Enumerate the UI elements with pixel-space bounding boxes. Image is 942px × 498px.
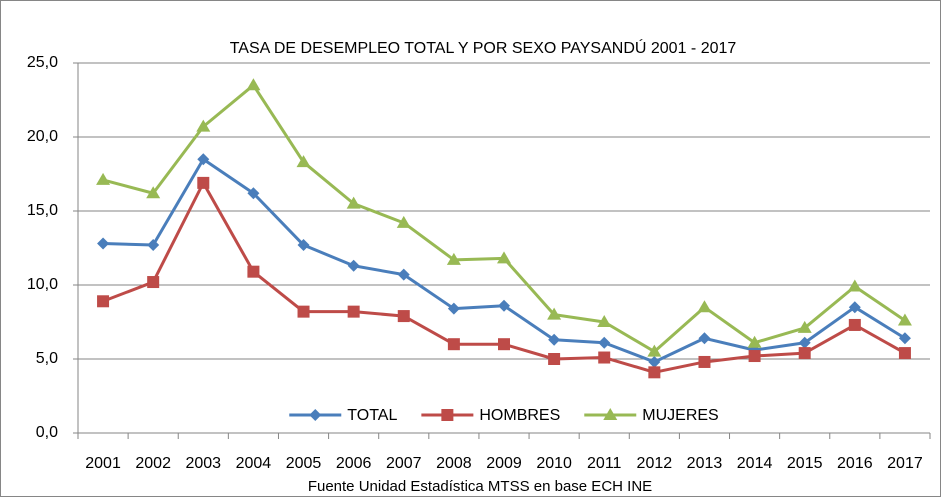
data-point bbox=[548, 353, 561, 365]
y-tick-label: 15,0 bbox=[27, 202, 58, 219]
x-tick-label: 2005 bbox=[286, 455, 322, 472]
data-point bbox=[648, 355, 661, 368]
data-point bbox=[397, 310, 410, 323]
x-tick-label: 2002 bbox=[135, 455, 171, 472]
data-point bbox=[698, 355, 711, 368]
y-tick-label: 0,0 bbox=[36, 424, 58, 441]
chart-title: TASA DE DESEMPLEO TOTAL Y POR SEXO PAYSA… bbox=[230, 38, 737, 57]
data-point bbox=[897, 313, 912, 326]
data-point bbox=[147, 276, 160, 289]
data-point bbox=[498, 338, 510, 351]
data-point bbox=[848, 318, 861, 331]
x-tick-label: 2012 bbox=[637, 455, 673, 472]
legend-marker bbox=[441, 409, 454, 421]
legend-marker bbox=[309, 409, 322, 421]
y-tick-label: 20,0 bbox=[27, 128, 58, 145]
data-point bbox=[197, 153, 210, 166]
data-point bbox=[247, 187, 260, 200]
data-point bbox=[447, 338, 460, 351]
data-point bbox=[147, 239, 160, 252]
data-point bbox=[847, 279, 862, 292]
legend: TOTAL HOMBRES MUJERES bbox=[289, 407, 719, 424]
legend-label: MUJERES bbox=[642, 407, 718, 424]
legend-label: TOTAL bbox=[347, 407, 397, 424]
data-point bbox=[146, 186, 161, 199]
data-point bbox=[97, 237, 110, 250]
data-point bbox=[498, 299, 510, 312]
data-point bbox=[598, 336, 611, 349]
data-point bbox=[447, 302, 460, 315]
x-tick-label: 2011 bbox=[587, 455, 622, 472]
y-tick-label: 5,0 bbox=[36, 350, 58, 367]
x-tick-label: 2004 bbox=[236, 455, 272, 472]
x-tick-label: 2015 bbox=[787, 455, 823, 472]
data-point bbox=[347, 259, 360, 272]
data-point bbox=[697, 300, 712, 313]
x-tick-label: 2010 bbox=[536, 455, 572, 472]
data-point bbox=[798, 347, 811, 360]
x-tick-label: 2006 bbox=[336, 455, 372, 472]
data-point bbox=[196, 119, 211, 132]
data-point bbox=[246, 78, 261, 91]
data-point bbox=[397, 268, 410, 281]
data-point bbox=[497, 251, 511, 264]
data-point bbox=[648, 366, 661, 379]
x-tick-label: 2001 bbox=[85, 455, 121, 472]
x-tick-label: 2016 bbox=[837, 455, 873, 472]
x-tick-label: 2003 bbox=[185, 455, 221, 472]
data-point bbox=[698, 332, 711, 345]
x-tick-label: 2014 bbox=[737, 455, 773, 472]
data-point bbox=[297, 305, 310, 318]
data-point bbox=[297, 239, 310, 252]
data-point bbox=[197, 176, 210, 189]
legend-label: HOMBRES bbox=[479, 407, 560, 424]
data-point bbox=[97, 295, 110, 308]
data-point bbox=[247, 265, 260, 278]
data-point bbox=[598, 351, 611, 364]
data-point bbox=[547, 307, 562, 320]
data-point bbox=[597, 315, 612, 327]
data-point bbox=[798, 336, 811, 349]
data-point bbox=[296, 155, 311, 168]
data-point bbox=[747, 335, 762, 348]
data-point bbox=[898, 347, 911, 360]
data-point bbox=[898, 332, 911, 345]
data-point bbox=[96, 172, 111, 185]
data-point bbox=[797, 320, 812, 333]
x-tick-label: 2017 bbox=[887, 455, 923, 472]
y-tick-label: 25,0 bbox=[27, 54, 58, 71]
data-point bbox=[647, 344, 662, 357]
x-tick-label: 2007 bbox=[386, 455, 422, 472]
data-point bbox=[848, 301, 861, 314]
data-point bbox=[346, 196, 361, 209]
x-tick-label: 2009 bbox=[486, 455, 522, 472]
data-point bbox=[446, 252, 461, 265]
x-tick-label: 2013 bbox=[687, 455, 723, 472]
data-point bbox=[548, 333, 561, 346]
y-tick-label: 10,0 bbox=[27, 276, 58, 293]
data-point bbox=[396, 215, 411, 228]
x-axis-label: Fuente Unidad Estadística MTSS en base E… bbox=[308, 478, 652, 495]
data-point bbox=[748, 350, 761, 363]
x-tick-label: 2008 bbox=[436, 455, 472, 472]
legend-marker bbox=[603, 408, 618, 420]
data-point bbox=[347, 305, 360, 318]
